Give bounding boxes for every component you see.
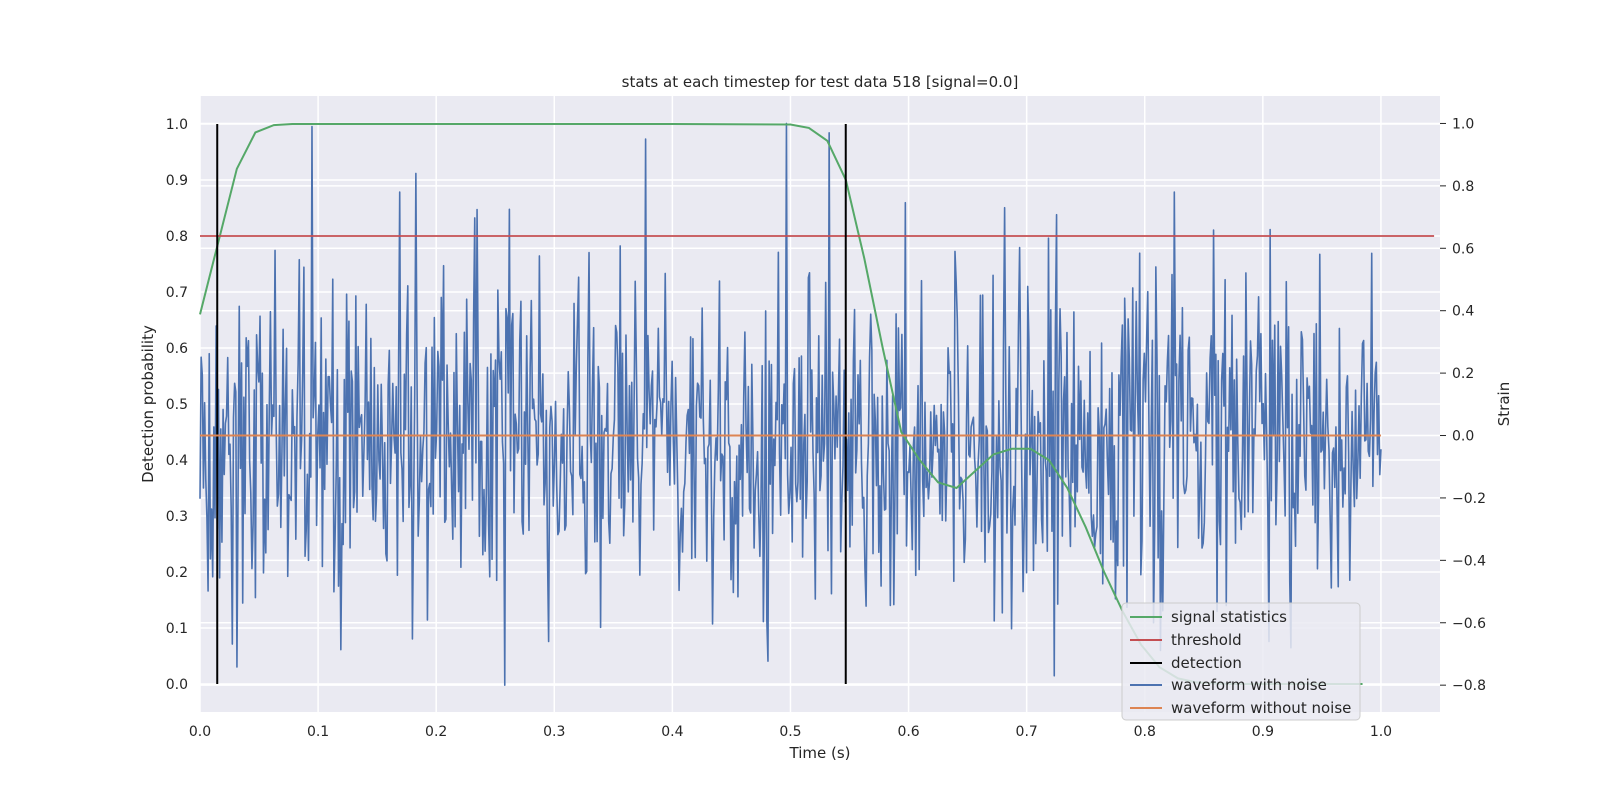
y2-tick-label: 0.0 <box>1452 429 1474 445</box>
y2-tick-label: −0.2 <box>1452 491 1486 507</box>
legend-label-signal-statistics: signal statistics <box>1171 608 1287 626</box>
y-tick-label: 0.4 <box>166 453 188 469</box>
legend-label-waveform-with-noise: waveform with noise <box>1171 676 1327 694</box>
y2-tick-label: 0.2 <box>1452 366 1474 382</box>
y2-tick-label: −0.4 <box>1452 553 1486 569</box>
y-tick-label: 0.7 <box>166 285 188 301</box>
y-axis-label: Detection probability <box>139 325 157 483</box>
y-tick-label: 1.0 <box>166 117 188 133</box>
legend-box <box>1121 602 1361 721</box>
y-tick-label: 0.2 <box>166 565 188 581</box>
y2-axis-label: Strain <box>1495 382 1513 426</box>
y-tick-label: 0.8 <box>166 229 188 245</box>
x-axis-label: Time (s) <box>789 744 851 762</box>
legend-label-waveform-without-noise: waveform without noise <box>1171 699 1351 717</box>
x-tick-label: 0.1 <box>307 724 329 740</box>
y-tick-label: 0.1 <box>166 621 188 637</box>
legend-label-detection: detection <box>1171 654 1242 672</box>
y-tick-label: 0.6 <box>166 341 188 357</box>
legend: signal statistics threshold detection wa… <box>1121 602 1361 721</box>
x-tick-label: 0.5 <box>779 724 801 740</box>
y-tick-label: 0.9 <box>166 173 188 189</box>
waveform-with-noise-line <box>199 122 1382 686</box>
y2-tick-label: 0.6 <box>1452 241 1474 257</box>
y2-tick-label: −0.8 <box>1452 678 1486 694</box>
y2-tick-label: 0.4 <box>1452 304 1474 320</box>
y-tick-label: 0.3 <box>166 509 188 525</box>
x-tick-label: 0.8 <box>1134 724 1156 740</box>
x-tick-label: 0.4 <box>661 724 683 740</box>
legend-label-threshold: threshold <box>1171 631 1242 649</box>
y2-tick-label: −0.6 <box>1452 616 1486 632</box>
y2-tick-label: 1.0 <box>1452 116 1474 132</box>
x-tick-label: 1.0 <box>1370 724 1392 740</box>
x-tick-label: 0.6 <box>897 724 919 740</box>
tick-layer: 0.0 0.1 0.2 0.3 0.4 0.5 0.6 0.7 0.8 0.9 1.0 0.0 0.1 0… <box>166 116 1486 740</box>
x-tick-label: 0.7 <box>1016 724 1038 740</box>
y-tick-label: 0.0 <box>166 677 188 693</box>
x-tick-label: 0.0 <box>189 724 211 740</box>
chart-title: stats at each timestep for test data 518… <box>622 73 1019 91</box>
x-tick-label: 0.9 <box>1252 724 1274 740</box>
y2-tick-label: 0.8 <box>1452 179 1474 195</box>
x-tick-label: 0.3 <box>543 724 565 740</box>
x-tick-label: 0.2 <box>425 724 447 740</box>
y-tick-label: 0.5 <box>166 397 188 413</box>
